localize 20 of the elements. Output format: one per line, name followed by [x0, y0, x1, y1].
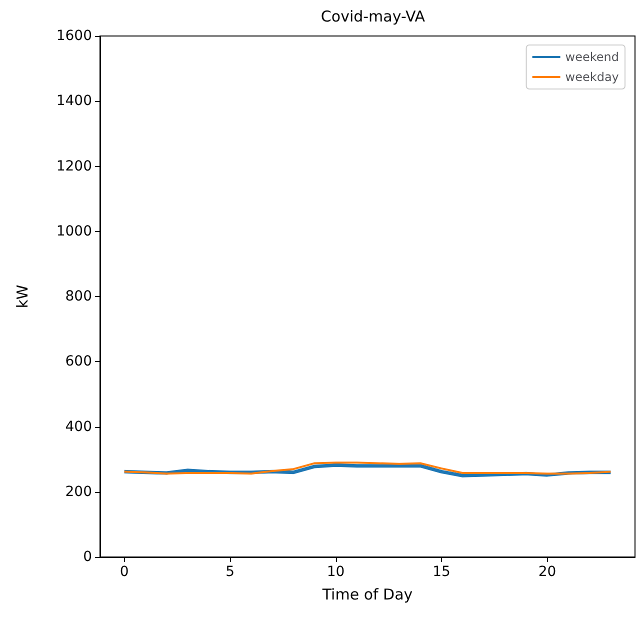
x-tick-label: 0 [120, 564, 129, 580]
x-tick-label: 20 [538, 564, 556, 580]
legend-label: weekend [565, 50, 620, 64]
y-tick-label: 200 [65, 484, 92, 500]
x-tick-label: 5 [226, 564, 235, 580]
y-tick-label: 600 [65, 354, 92, 370]
chart-title: Covid-may-VA [320, 8, 426, 26]
y-axis-title: kW [14, 284, 32, 308]
x-axis-title: Time of Day [321, 586, 413, 604]
line-series [123, 462, 612, 475]
x-tick-label: 15 [432, 564, 450, 580]
y-tick-label: 800 [65, 288, 92, 304]
legend-label: weekday [565, 70, 619, 84]
y-tick-label: 1600 [56, 28, 92, 44]
y-tick-label: 400 [65, 418, 92, 435]
y-tick-label: 0 [83, 549, 92, 565]
y-tick-label: 1200 [56, 158, 92, 174]
y-tick-label: 1400 [56, 93, 92, 110]
y-tick-label: 1000 [56, 223, 92, 240]
x-tick-label: 10 [326, 564, 345, 580]
